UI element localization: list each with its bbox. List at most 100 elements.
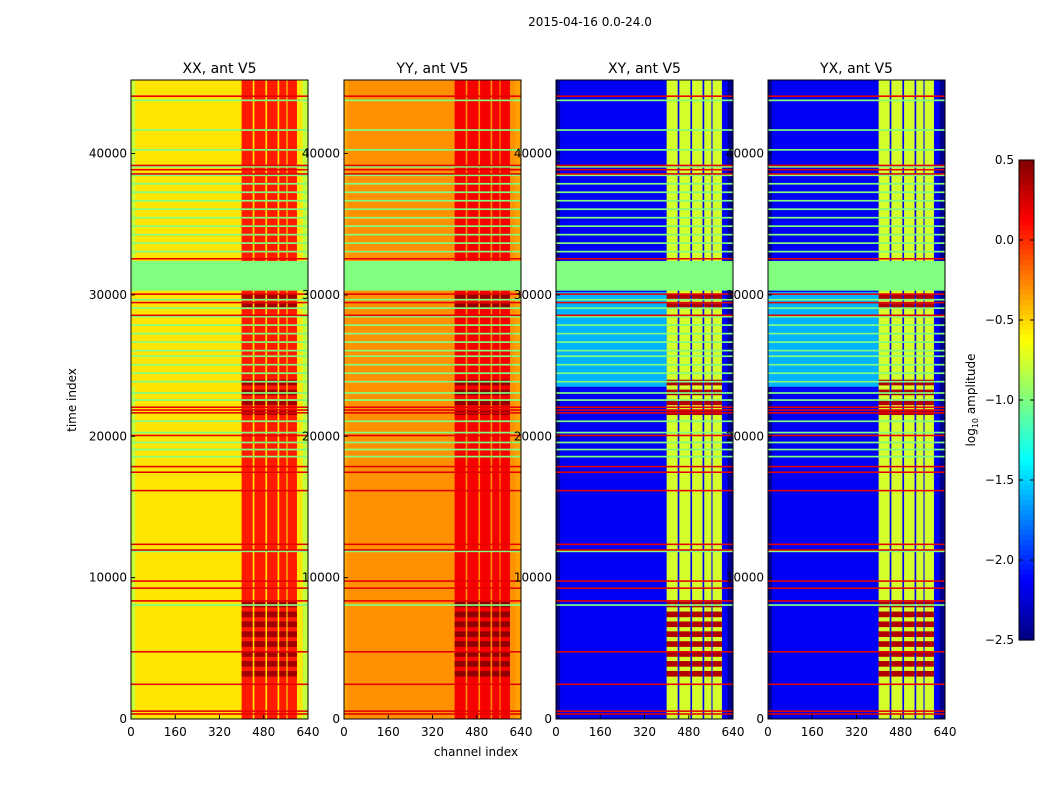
heatmap-rfi-dark-cell <box>704 303 712 310</box>
heatmap-flagged-row <box>556 448 733 451</box>
colorbar-segment <box>1019 410 1034 416</box>
heatmap-flagged-row <box>556 298 733 301</box>
heatmap-rfi-dark-cell <box>692 303 703 310</box>
x-tick-label: 0 <box>764 725 772 739</box>
colorbar-segment <box>1019 290 1034 296</box>
heatmap-rfi-row <box>768 683 945 686</box>
heatmap-flagged-row <box>556 165 733 168</box>
heatmap-rfi-row <box>131 471 308 474</box>
x-tick-label: 480 <box>465 725 488 739</box>
colorbar-segment <box>1019 370 1034 376</box>
heatmap-rfi-dark-cell <box>904 641 915 647</box>
heatmap-rfi-row <box>344 465 521 468</box>
heatmap-rfi-dark-cell <box>480 631 491 638</box>
heatmap-rfi-dark-cell <box>267 651 278 657</box>
heatmap-rfi-dark-cell <box>241 293 253 300</box>
heatmap-rfi-dark-cell <box>467 303 479 310</box>
heatmap-rfi-dark-cell <box>480 641 491 647</box>
colorbar-segment <box>1019 305 1034 311</box>
heatmap-rfi-row <box>556 168 733 171</box>
heatmap-flagged-row <box>344 129 521 131</box>
heatmap-flagged-row <box>556 242 733 244</box>
heatmap-flagged-row <box>344 315 521 318</box>
heatmap-rfi-dark-cell <box>891 303 903 310</box>
heatmap-flagged-row <box>556 99 733 102</box>
heatmap-rfi-row <box>344 543 521 546</box>
heatmap-rfi-dark-cell <box>279 641 287 647</box>
heatmap-flagged-row <box>768 332 945 335</box>
heatmap-flagged-row <box>768 298 945 301</box>
x-tick-label: 480 <box>252 725 275 739</box>
x-tick-label: 0 <box>552 725 560 739</box>
colorbar-segment <box>1019 245 1034 251</box>
heatmap-rfi-dark-cell <box>279 670 287 677</box>
heatmap-rfi-dark-cell <box>924 661 934 667</box>
colorbar: 0.5 0.0 −0.5 −1.0 −1.5 −2.0 −2.5 <box>985 153 1035 647</box>
colorbar-segment <box>1019 190 1034 196</box>
heatmap-flagged-row <box>556 315 733 318</box>
heatmap-rfi-dark-cell <box>454 293 466 300</box>
heatmap-rfi-dark-cell <box>891 661 903 667</box>
heatmap-rfi-dark-cell <box>891 670 903 677</box>
panel-title: YY, ant V5 <box>396 61 469 77</box>
heatmap-rfi-row <box>131 301 308 304</box>
colorbar-segment <box>1019 275 1034 281</box>
heatmap-flagged-row <box>556 129 733 131</box>
colorbar-segment <box>1019 625 1034 631</box>
heatmap-rfi-dark-cell <box>679 303 691 310</box>
heatmap-rfi-row <box>768 406 945 408</box>
colorbar-segment <box>1019 450 1034 456</box>
heatmap-rfi-dark-cell <box>254 661 266 667</box>
y-tick-label: 40000 <box>514 147 552 161</box>
heatmap-rfi-dark-cell <box>924 641 934 647</box>
x-tick-label: 160 <box>164 725 187 739</box>
heatmap-rfi-dark-cell <box>712 611 722 618</box>
y-tick-label: 30000 <box>726 288 764 302</box>
panel-title: YX, ant V5 <box>819 61 893 77</box>
colorbar-segment <box>1019 615 1034 621</box>
heatmap-flagged-row <box>556 392 733 394</box>
heatmap-flagged-row <box>131 324 308 326</box>
heatmap-rfi-row <box>131 549 308 551</box>
heatmap-rfi-row <box>768 95 945 97</box>
heatmap-rfi-dark-cell <box>712 670 722 677</box>
heatmap-rfi-row <box>556 549 733 551</box>
colorbar-segment <box>1019 595 1034 601</box>
heatmap-rfi-dark-cell <box>891 631 903 638</box>
heatmap-rfi-row <box>556 600 733 602</box>
heatmap-rfi-dark-cell <box>704 631 712 638</box>
colorbar-segment <box>1019 630 1034 636</box>
heatmap-rfi-dark-cell <box>254 611 266 618</box>
heatmap-rfi-dark-cell <box>666 293 678 300</box>
heatmap-flagged-row <box>344 216 521 219</box>
colorbar-segment <box>1019 170 1034 176</box>
heatmap-flagged-row <box>131 363 308 366</box>
colorbar-segment <box>1019 505 1034 511</box>
colorbar-segment <box>1019 540 1034 546</box>
heatmap-rfi-dark-cell <box>692 641 703 647</box>
y-tick-label: 0 <box>544 712 552 726</box>
heatmap-rfi-dark-cell <box>904 621 915 628</box>
colorbar-segment <box>1019 480 1034 486</box>
heatmap-rfi-dark-cell <box>692 661 703 667</box>
heatmap-rfi-dark-cell <box>904 611 915 618</box>
colorbar-label-sub: 10 <box>971 418 980 428</box>
heatmap-rfi-dark-cell <box>454 631 466 638</box>
heatmap-rfi-dark-cell <box>878 631 890 638</box>
heatmap-flagged-row <box>131 165 308 168</box>
heatmap-flagged-row <box>556 182 733 185</box>
colorbar-segment <box>1019 425 1034 431</box>
heatmap-rfi-dark-cell <box>241 621 253 628</box>
heatmap-flagged-row <box>131 129 308 131</box>
heatmap-flagged-row <box>556 148 733 151</box>
heatmap-rfi-row <box>344 168 521 171</box>
heatmap-flagged-row <box>768 307 945 310</box>
colorbar-segment <box>1019 250 1034 256</box>
heatmap-rfi-dark-cell <box>878 621 890 628</box>
heatmap-rfi-dark-cell <box>480 303 491 310</box>
y-tick-label: 10000 <box>89 571 127 585</box>
heatmap-rfi-dark-cell <box>267 631 278 638</box>
heatmap-flagged-row <box>556 174 733 177</box>
heatmap-rfi-dark-cell <box>254 631 266 638</box>
heatmap-rfi-dark-cell <box>279 621 287 628</box>
